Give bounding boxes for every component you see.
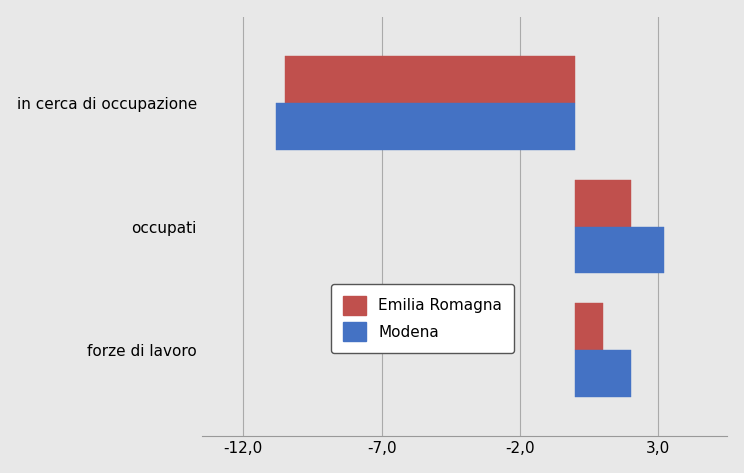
Bar [285, 56, 575, 103]
Bar [277, 103, 575, 150]
Bar [575, 303, 603, 350]
Legend: Emilia Romagna, Modena: Emilia Romagna, Modena [331, 284, 514, 353]
Bar [575, 350, 630, 397]
Bar [575, 180, 630, 227]
Bar [575, 227, 664, 273]
